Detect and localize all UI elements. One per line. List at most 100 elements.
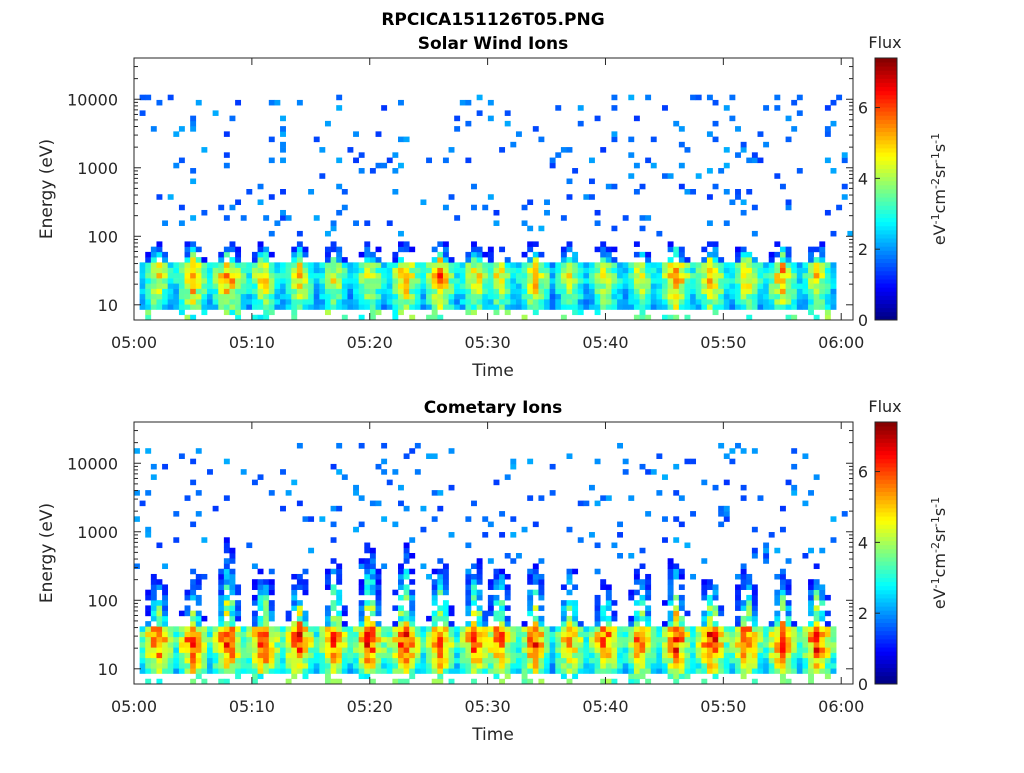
heatmap-cell — [302, 621, 309, 627]
heatmap-cell — [673, 594, 680, 601]
heatmap-cell — [409, 636, 416, 643]
heatmap-cell — [600, 147, 607, 153]
heatmap-cell — [263, 600, 270, 606]
heatmap-cell — [291, 251, 298, 258]
heatmap-cell — [499, 283, 506, 289]
heatmap-cell — [409, 314, 416, 321]
heatmap-cell — [195, 647, 202, 653]
heatmap-cell — [515, 293, 522, 300]
heatmap-cell — [560, 663, 567, 669]
heatmap-cell — [476, 594, 483, 601]
heatmap-cell — [735, 278, 741, 284]
heatmap-cell — [207, 636, 213, 643]
heatmap-cell — [235, 278, 242, 284]
heatmap-cell — [712, 246, 719, 253]
heatmap-cell — [302, 610, 309, 617]
heatmap-cell — [538, 299, 545, 305]
heatmap-cell — [633, 304, 640, 310]
colorbar-segment — [875, 606, 897, 611]
heatmap-cell — [291, 293, 298, 300]
heatmap-cell — [353, 299, 359, 305]
heatmap-cell — [785, 199, 792, 206]
heatmap-cell — [369, 288, 376, 295]
heatmap-cell — [471, 636, 477, 643]
heatmap-cell — [622, 267, 629, 274]
heatmap-cell — [656, 668, 663, 674]
heatmap-cell — [263, 314, 270, 321]
heatmap-cell — [600, 246, 607, 253]
colorbar-segment — [875, 143, 897, 149]
heatmap-cell — [819, 610, 826, 617]
heatmap-cell — [746, 647, 753, 653]
heatmap-cell — [572, 267, 579, 274]
heatmap-cell — [437, 615, 444, 622]
heatmap-cell — [611, 283, 618, 289]
heatmap-cell — [431, 568, 438, 575]
heatmap-cell — [600, 278, 607, 284]
heatmap-cell — [156, 267, 163, 274]
heatmap-cell — [431, 621, 438, 627]
heatmap-cell — [560, 272, 567, 279]
heatmap-cell — [364, 605, 371, 611]
heatmap-cell — [229, 663, 236, 669]
heatmap-cell — [454, 288, 461, 295]
heatmap-cell — [285, 262, 292, 268]
heatmap-cell — [712, 668, 719, 674]
heatmap-cell — [678, 652, 685, 659]
heatmap-cell — [718, 668, 725, 674]
heatmap-cell — [454, 663, 461, 669]
heatmap-cell — [426, 663, 433, 669]
heatmap-cell — [735, 189, 741, 195]
heatmap-cell — [808, 309, 814, 316]
heatmap-cell — [347, 147, 354, 153]
heatmap-cell — [476, 257, 483, 263]
heatmap-cell — [134, 563, 140, 570]
heatmap-cell — [139, 262, 146, 268]
heatmap-cell — [701, 642, 708, 648]
heatmap-cell — [538, 589, 545, 596]
heatmap-cell — [684, 257, 691, 263]
heatmap-cell — [740, 293, 747, 300]
heatmap-cell — [600, 678, 607, 685]
heatmap-cell — [645, 157, 652, 164]
heatmap-cell — [572, 283, 579, 289]
heatmap-cell — [409, 621, 416, 627]
heatmap-cell — [291, 668, 298, 674]
heatmap-cell — [218, 678, 225, 685]
heatmap-cell — [341, 642, 348, 648]
heatmap-cell — [566, 262, 573, 268]
heatmap-cell — [414, 288, 421, 295]
heatmap-cell — [544, 304, 550, 310]
heatmap-cell — [600, 610, 607, 617]
heatmap-cell — [740, 448, 747, 454]
heatmap-cell — [403, 663, 410, 669]
heatmap-cell — [594, 458, 601, 465]
heatmap-cell — [639, 594, 646, 601]
heatmap-cell — [538, 594, 545, 601]
heatmap-cell — [706, 631, 713, 638]
heatmap-cell — [645, 215, 652, 221]
heatmap-cell — [364, 220, 371, 226]
heatmap-cell — [527, 600, 534, 606]
heatmap-cell — [645, 288, 652, 295]
heatmap-cell — [353, 272, 359, 279]
heatmap-cell — [145, 678, 152, 685]
heatmap-cell — [779, 589, 786, 596]
heatmap-cell — [605, 678, 612, 685]
heatmap-cell — [684, 610, 691, 617]
heatmap-cell — [459, 631, 466, 638]
heatmap-cell — [594, 568, 601, 575]
heatmap-cell — [617, 631, 623, 638]
heatmap-cell — [229, 573, 236, 580]
heatmap-cell — [173, 283, 180, 289]
heatmap-cell — [785, 115, 792, 122]
heatmap-cell — [353, 626, 359, 632]
heatmap-cell — [319, 642, 326, 648]
heatmap-cell — [802, 657, 809, 664]
heatmap-cell — [740, 299, 747, 305]
heatmap-cell — [375, 600, 382, 606]
heatmap-cell — [774, 626, 781, 632]
heatmap-cell — [263, 215, 270, 221]
heatmap-cell — [330, 568, 337, 575]
